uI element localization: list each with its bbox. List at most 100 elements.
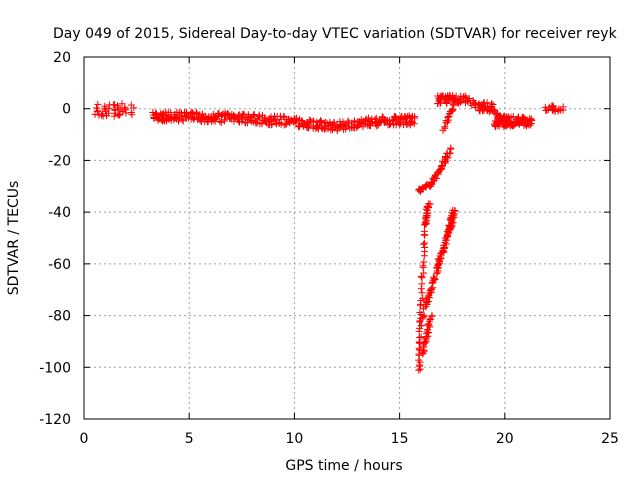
data-point-marker <box>520 114 528 122</box>
data-point-marker <box>167 109 175 117</box>
data-point-marker <box>461 92 469 100</box>
y-tick-label: -100 <box>39 360 71 376</box>
data-point-marker <box>449 213 457 221</box>
data-point-marker <box>425 294 433 302</box>
x-tick-label: 0 <box>80 431 89 447</box>
data-point-marker <box>128 111 136 119</box>
data-point-marker <box>93 108 101 115</box>
data-point-marker <box>453 99 461 107</box>
chart-title: Day 049 of 2015, Sidereal Day-to-day VTE… <box>53 26 618 42</box>
data-point-marker <box>451 95 459 103</box>
data-point-marker <box>526 121 534 129</box>
data-point-marker <box>396 117 404 125</box>
data-point-marker <box>420 311 428 319</box>
data-point-marker <box>421 339 429 347</box>
data-point-marker <box>493 115 501 123</box>
y-tick-label: -120 <box>39 412 71 428</box>
data-point-marker <box>427 286 435 294</box>
axis-ticks: 0 5 10 15 20 25 -120 -100 -80 -60 -40 -20 0 20 <box>39 50 619 447</box>
y-tick-label: -80 <box>48 309 71 325</box>
x-tick-label: 15 <box>391 431 409 447</box>
data-point-marker <box>528 117 536 125</box>
data-point-marker <box>548 102 556 110</box>
data-point-marker <box>438 92 446 100</box>
data-points <box>91 92 567 374</box>
data-point-marker <box>420 231 428 239</box>
data-point-marker <box>417 273 425 280</box>
data-point-marker <box>480 99 488 107</box>
data-point-marker <box>435 260 442 268</box>
data-point-marker <box>446 92 454 100</box>
x-tick-label: 20 <box>496 431 514 447</box>
data-point-marker <box>444 113 452 121</box>
data-point-marker <box>310 117 318 125</box>
data-point-marker <box>432 175 440 182</box>
x-tick-label: 5 <box>185 431 194 447</box>
data-point-marker <box>452 92 460 100</box>
data-point-marker <box>110 112 118 120</box>
data-point-marker <box>449 96 457 104</box>
data-point-marker <box>415 327 423 335</box>
data-point-marker <box>422 220 430 228</box>
data-point-marker <box>243 119 251 127</box>
data-point-marker <box>447 144 455 152</box>
data-point-marker <box>318 124 325 132</box>
data-point-marker <box>470 99 478 107</box>
data-point-marker <box>504 116 512 124</box>
data-point-marker <box>418 289 426 297</box>
data-point-marker <box>114 102 121 110</box>
data-point-marker <box>527 115 535 123</box>
data-point-marker <box>448 106 456 114</box>
data-point-marker <box>420 252 428 260</box>
data-point-marker <box>430 275 438 282</box>
data-point-marker <box>441 157 449 165</box>
data-point-marker <box>475 100 483 108</box>
plot-frame <box>83 56 611 420</box>
data-point-marker <box>494 119 502 127</box>
y-tick-label: -20 <box>48 153 71 169</box>
data-point-marker <box>364 114 372 122</box>
data-point-marker <box>254 114 262 122</box>
x-axis-label: GPS time / hours <box>285 458 402 474</box>
data-point-marker <box>431 276 439 284</box>
data-point-marker <box>109 101 117 109</box>
data-point-marker <box>501 120 508 128</box>
data-point-marker <box>451 207 459 215</box>
data-point-marker <box>517 118 525 126</box>
y-tick-label: -40 <box>48 205 71 221</box>
data-point-marker <box>512 120 520 128</box>
data-point-marker <box>93 104 100 112</box>
data-point-marker <box>551 108 559 116</box>
data-point-marker <box>426 316 434 323</box>
y-tick-label: 0 <box>62 102 71 118</box>
data-point-marker <box>339 118 347 126</box>
data-point-marker <box>520 122 528 129</box>
data-point-marker <box>419 350 427 357</box>
data-point-marker <box>415 366 423 374</box>
data-point-marker <box>421 219 429 227</box>
data-point-marker <box>516 117 524 125</box>
data-point-marker <box>486 104 494 111</box>
y-tick-label: -60 <box>48 257 71 273</box>
data-point-marker <box>299 121 307 129</box>
data-point-marker <box>443 231 451 239</box>
data-point-marker <box>418 280 426 288</box>
data-point-marker <box>221 116 229 124</box>
data-point-marker <box>420 258 428 266</box>
data-point-marker <box>425 322 433 330</box>
data-point-marker <box>116 110 124 118</box>
data-point-marker <box>249 112 257 120</box>
data-point-marker <box>130 104 138 112</box>
data-point-marker <box>192 109 200 117</box>
x-tick-label: 10 <box>285 431 303 447</box>
data-point-marker <box>115 111 123 119</box>
data-point-marker <box>502 122 510 130</box>
y-axis-label: SDTVAR / TECUs <box>6 181 22 296</box>
data-point-marker <box>411 114 419 122</box>
data-point-marker <box>94 100 102 108</box>
data-point-marker <box>420 240 428 248</box>
data-point-marker <box>557 106 565 114</box>
data-point-marker <box>416 365 424 373</box>
